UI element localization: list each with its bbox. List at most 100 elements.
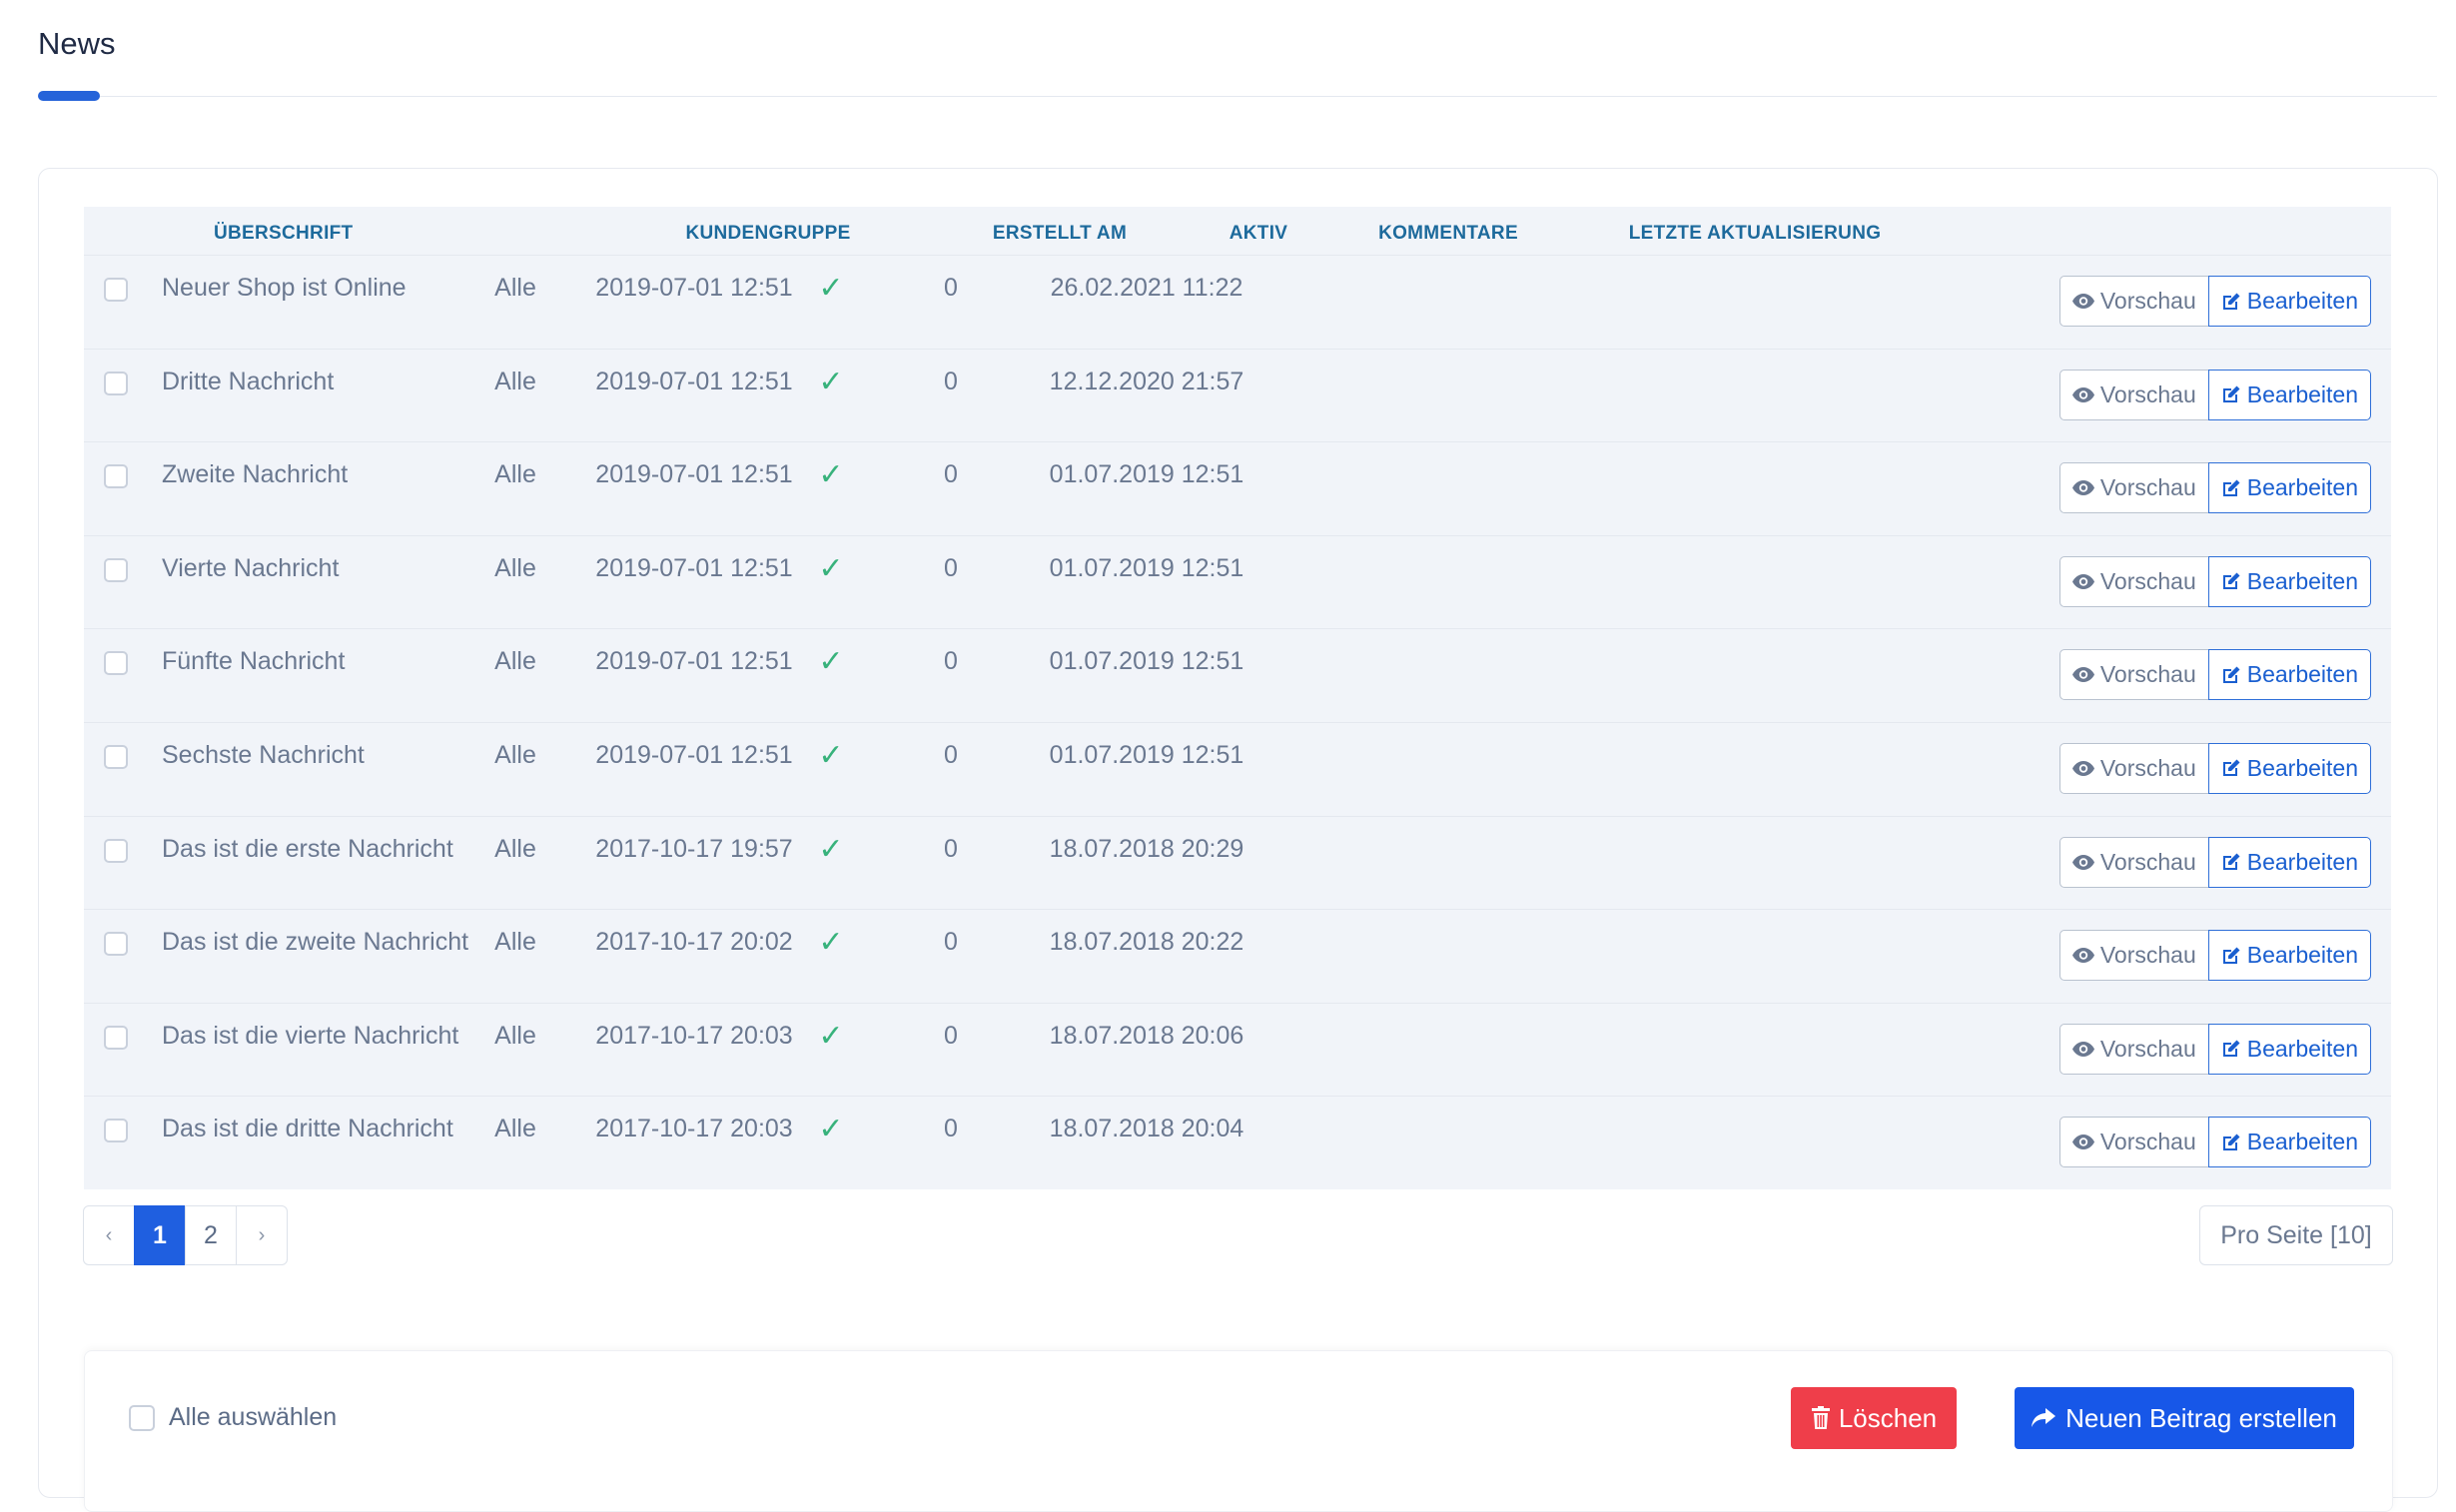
edit-button[interactable]: Bearbeiten <box>2207 649 2371 701</box>
pagination-prev-button[interactable]: ‹ <box>83 1205 135 1265</box>
column-header-title[interactable]: ÜBERSCHRIFT <box>214 223 354 244</box>
eye-icon <box>2071 1041 2094 1057</box>
row-title[interactable]: Zweite Nachricht <box>162 460 349 489</box>
preview-button[interactable]: Vorschau <box>2058 1023 2209 1075</box>
edit-button[interactable]: Bearbeiten <box>2207 1023 2371 1075</box>
eye-icon <box>2071 854 2094 870</box>
table-row: Fünfte Nachricht Alle 2019-07-01 12:51 ✓ 0 01… <box>84 628 2391 722</box>
eye-icon <box>2071 480 2094 496</box>
row-title[interactable]: Dritte Nachricht <box>162 367 335 395</box>
table-body: Neuer Shop ist Online Alle 2019-07-01 12:5… <box>84 255 2391 1189</box>
row-checkbox[interactable] <box>104 464 128 489</box>
row-created: 2019-07-01 12:51 <box>595 274 793 302</box>
preview-button[interactable]: Vorschau <box>2058 1117 2209 1168</box>
edit-button[interactable]: Bearbeiten <box>2207 930 2371 982</box>
row-title[interactable]: Das ist die dritte Nachricht <box>162 1115 453 1143</box>
preview-button[interactable]: Vorschau <box>2058 369 2209 420</box>
title-divider <box>38 96 2437 97</box>
edit-button-label: Bearbeiten <box>2246 661 2358 688</box>
row-checkbox[interactable] <box>104 371 128 395</box>
preview-button[interactable]: Vorschau <box>2058 462 2209 514</box>
row-title[interactable]: Vierte Nachricht <box>162 553 340 582</box>
delete-button[interactable]: Löschen <box>1791 1387 1957 1449</box>
row-actions: Vorschau Bearbeiten <box>2058 1023 2371 1075</box>
edit-button[interactable]: Bearbeiten <box>2207 742 2371 794</box>
row-title[interactable]: Fünfte Nachricht <box>162 647 346 676</box>
preview-button-label: Vorschau <box>2099 754 2196 781</box>
column-header-group[interactable]: KUNDENGRUPPE <box>685 223 851 244</box>
row-group: Alle <box>494 1021 536 1050</box>
row-actions: Vorschau Bearbeiten <box>2058 276 2371 327</box>
row-title[interactable]: Sechste Nachricht <box>162 740 365 769</box>
news-table: ÜBERSCHRIFT KUNDENGRUPPE ERSTELLT AM AKT… <box>84 207 2391 1189</box>
select-all-checkbox[interactable] <box>129 1404 155 1431</box>
select-all-control[interactable]: Alle auswählen <box>129 1403 337 1432</box>
row-comments: 0 <box>944 1115 958 1143</box>
table-row: Das ist die dritte Nachricht Alle 2017-10-… <box>84 1096 2391 1189</box>
column-header-updated[interactable]: LETZTE AKTUALISIERUNG <box>1628 223 1882 244</box>
preview-button-label: Vorschau <box>2099 848 2196 875</box>
preview-button-label: Vorschau <box>2099 567 2196 594</box>
active-check-icon: ✓ <box>818 645 844 679</box>
share-arrow-icon <box>2032 1408 2056 1428</box>
preview-button[interactable]: Vorschau <box>2058 836 2209 888</box>
edit-button[interactable]: Bearbeiten <box>2207 1117 2371 1168</box>
column-header-active[interactable]: AKTIV <box>1228 223 1288 244</box>
row-actions: Vorschau Bearbeiten <box>2058 930 2371 982</box>
table-row: Zweite Nachricht Alle 2019-07-01 12:51 ✓ 0 01… <box>84 441 2391 535</box>
edit-icon <box>2221 946 2241 966</box>
eye-icon <box>2071 573 2094 589</box>
row-checkbox[interactable] <box>104 557 128 582</box>
table-header: ÜBERSCHRIFT KUNDENGRUPPE ERSTELLT AM AKT… <box>84 207 2391 255</box>
row-checkbox[interactable] <box>104 651 128 676</box>
row-checkbox[interactable] <box>104 1119 128 1143</box>
row-title[interactable]: Das ist die vierte Nachricht <box>162 1021 459 1050</box>
column-header-created[interactable]: ERSTELLT AM <box>992 223 1128 244</box>
row-actions: Vorschau Bearbeiten <box>2058 836 2371 888</box>
edit-button[interactable]: Bearbeiten <box>2207 555 2371 607</box>
eye-icon <box>2071 1134 2094 1150</box>
edit-button[interactable]: Bearbeiten <box>2207 836 2371 888</box>
row-title[interactable]: Neuer Shop ist Online <box>162 274 407 302</box>
pagination-page-1[interactable]: 1 <box>134 1205 186 1265</box>
preview-button[interactable]: Vorschau <box>2058 930 2209 982</box>
edit-button[interactable]: Bearbeiten <box>2207 369 2371 420</box>
row-title[interactable]: Das ist die erste Nachricht <box>162 834 453 863</box>
active-check-icon: ✓ <box>818 832 844 866</box>
news-page: News ÜBERSCHRIFT KUNDENGRUPPE ERSTELLT A… <box>38 26 2438 1512</box>
row-actions: Vorschau Bearbeiten <box>2058 1117 2371 1168</box>
row-group: Alle <box>494 834 536 863</box>
preview-button-label: Vorschau <box>2099 474 2196 501</box>
row-checkbox[interactable] <box>104 838 128 863</box>
row-checkbox[interactable] <box>104 932 128 957</box>
per-page-selector[interactable]: Pro Seite [10] <box>2199 1205 2393 1265</box>
preview-button[interactable]: Vorschau <box>2058 555 2209 607</box>
eye-icon <box>2071 948 2094 964</box>
row-created: 2017-10-17 19:57 <box>595 834 793 863</box>
row-created: 2019-07-01 12:51 <box>595 460 793 489</box>
row-title[interactable]: Das ist die zweite Nachricht <box>162 928 469 957</box>
preview-button-label: Vorschau <box>2099 942 2196 969</box>
pagination-page-2[interactable]: 2 <box>185 1205 237 1265</box>
row-checkbox[interactable] <box>104 1025 128 1050</box>
edit-button[interactable]: Bearbeiten <box>2207 462 2371 514</box>
edit-button[interactable]: Bearbeiten <box>2207 276 2371 327</box>
preview-button[interactable]: Vorschau <box>2058 276 2209 327</box>
row-checkbox[interactable] <box>104 278 128 302</box>
row-actions: Vorschau Bearbeiten <box>2058 462 2371 514</box>
edit-button-label: Bearbeiten <box>2246 754 2358 781</box>
preview-button[interactable]: Vorschau <box>2058 742 2209 794</box>
row-created: 2017-10-17 20:02 <box>595 928 793 957</box>
preview-button[interactable]: Vorschau <box>2058 649 2209 701</box>
edit-icon <box>2221 384 2241 404</box>
active-check-icon: ✓ <box>818 551 844 585</box>
row-group: Alle <box>494 1115 536 1143</box>
row-created: 2017-10-17 20:03 <box>595 1115 793 1143</box>
create-post-button[interactable]: Neuen Beitrag erstellen <box>2015 1387 2354 1449</box>
row-checkbox[interactable] <box>104 744 128 769</box>
pagination-next-button[interactable]: › <box>236 1205 288 1265</box>
edit-icon <box>2221 852 2241 872</box>
edit-button-label: Bearbeiten <box>2246 848 2358 875</box>
column-header-comments[interactable]: KOMMENTARE <box>1378 223 1518 244</box>
active-check-icon: ✓ <box>818 1113 844 1146</box>
